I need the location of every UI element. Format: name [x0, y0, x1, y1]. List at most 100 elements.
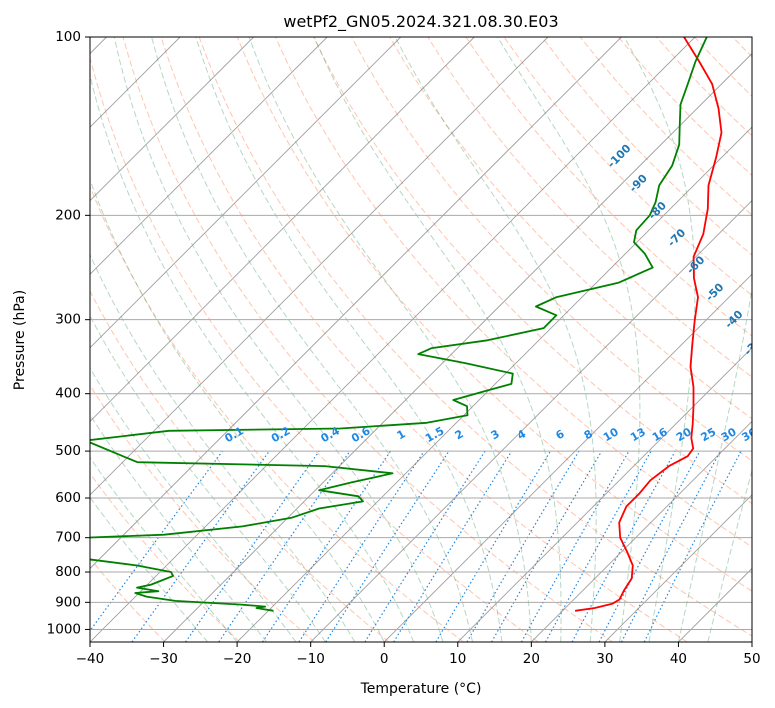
dry-adiabat: [160, 37, 688, 642]
y-tick-label: 100: [55, 29, 81, 45]
x-tick-label: −10: [296, 651, 325, 667]
chart-title: wetPf2_GN05.2024.321.08.30.E03: [283, 12, 558, 32]
y-tick-label: 900: [55, 594, 81, 610]
mixing-ratio-line: [325, 450, 450, 642]
x-tick-label: 50: [743, 651, 760, 667]
x-tick-label: −30: [149, 651, 178, 667]
isotherm-label: -60: [684, 253, 707, 276]
isotherm-line: [751, 641, 752, 642]
y-tick-label: 300: [55, 312, 81, 328]
dry-adiabat: [90, 290, 390, 642]
x-axis-label: Temperature (°C): [360, 681, 482, 697]
dry-adiabat: [503, 37, 752, 296]
data-lines: [90, 37, 723, 612]
isotherm-line: [90, 37, 475, 422]
dry-adiabat: [389, 37, 752, 420]
mixing-ratio-label: 16: [650, 425, 670, 444]
isotherm-line: [163, 52, 752, 642]
isotherm-label: -70: [665, 226, 688, 249]
dry-adiabat: [274, 37, 752, 548]
mixing-ratio-line: [261, 450, 391, 642]
moist-adiabat: [707, 468, 752, 642]
isotherm-line: [90, 37, 328, 275]
mixing-ratio-line: [364, 450, 486, 642]
mixing-ratio-line: [131, 450, 270, 642]
mixing-ratio-line: [621, 450, 721, 642]
dry-adiabat: [236, 37, 752, 592]
mixing-ratio-label: 30: [719, 425, 739, 444]
isotherm-line: [90, 37, 254, 202]
isotherm-label: -20: [761, 362, 775, 385]
moist-adiabat: [90, 73, 415, 642]
isotherm-label: -80: [646, 199, 669, 222]
isotherm-line: [383, 273, 752, 642]
x-tick-label: 30: [596, 651, 613, 667]
dry-adiabat: [90, 384, 315, 642]
isotherm-line: [236, 126, 752, 642]
isotherm-line: [90, 37, 622, 570]
mixing-ratio-line: [643, 450, 742, 642]
isotherm-line: [90, 37, 402, 349]
mixing-ratio-line: [571, 450, 676, 642]
y-tick-label: 1000: [47, 621, 81, 637]
dry-adiabat: [465, 37, 752, 337]
y-tick-label: 400: [55, 386, 81, 402]
moist-adiabat: [394, 37, 597, 642]
mixing-ratio-line: [545, 450, 652, 642]
x-tick-label: 0: [380, 651, 389, 667]
mixing-ratio-line: [298, 450, 425, 642]
mixing-ratio-label: 10: [601, 425, 621, 444]
moist-adiabat: [90, 456, 238, 642]
mixing-ratio-line: [466, 450, 580, 642]
isotherm-line: [90, 37, 696, 642]
dewpoint-profile: [90, 37, 708, 612]
moist-adiabat: [195, 37, 503, 642]
mixing-ratio-line: [435, 450, 552, 642]
moist-adiabat: [497, 37, 641, 642]
dry-adiabat: [427, 37, 752, 378]
moist-adiabat: [151, 37, 473, 642]
y-tick-label: 500: [55, 443, 81, 459]
x-tick-label: 10: [449, 651, 466, 667]
temperature-profile: [574, 37, 723, 612]
mixing-ratio-label: 13: [628, 425, 648, 444]
isotherm-line: [531, 420, 752, 642]
plot-frame: [89, 36, 753, 643]
dry-adiabat: [90, 55, 539, 642]
mixing-ratio-label: 3: [489, 427, 502, 442]
plot-area: [90, 37, 775, 642]
dry-adiabat: [90, 185, 464, 642]
moist-adiabat: [623, 37, 696, 642]
isotherm-line: [604, 494, 752, 642]
moist-adiabat: [90, 314, 326, 642]
mixing-ratio-label: 6: [553, 427, 566, 442]
dry-adiabat: [771, 37, 775, 642]
axes: −40 −30 −20 −10 0 10 20 30 40 5010020030040050060…: [47, 29, 761, 667]
mixing-ratio-line: [393, 450, 513, 642]
x-tick-label: −40: [76, 651, 105, 667]
y-axis-label: Pressure (hPa): [12, 290, 28, 390]
moist-adiabat: [90, 413, 267, 642]
isotherm-line: [457, 347, 752, 642]
dry-adiabat: [656, 37, 752, 137]
moist-adiabat: [90, 178, 385, 642]
y-tick-label: 200: [55, 207, 81, 223]
moist-adiabat: [113, 37, 444, 642]
dry-adiabat: [732, 37, 752, 58]
isotherm-label: -30: [742, 335, 765, 358]
x-tick-label: 40: [670, 651, 687, 667]
x-tick-label: −20: [223, 651, 252, 667]
dry-adiabat: [351, 37, 752, 462]
moist-adiabat: [313, 37, 562, 642]
isotherm-line: [310, 200, 752, 642]
mixing-ratio-label: 36: [739, 425, 759, 444]
y-tick-label: 600: [55, 490, 81, 506]
mixing-ratio-label: 1: [395, 427, 408, 442]
mixing-ratio-line: [218, 450, 351, 642]
dry-adiabat: [90, 472, 241, 642]
dry-adiabat: [90, 557, 166, 642]
y-tick-label: 700: [55, 530, 81, 546]
y-tick-label: 800: [55, 564, 81, 580]
mixing-ratio-line: [520, 450, 630, 642]
